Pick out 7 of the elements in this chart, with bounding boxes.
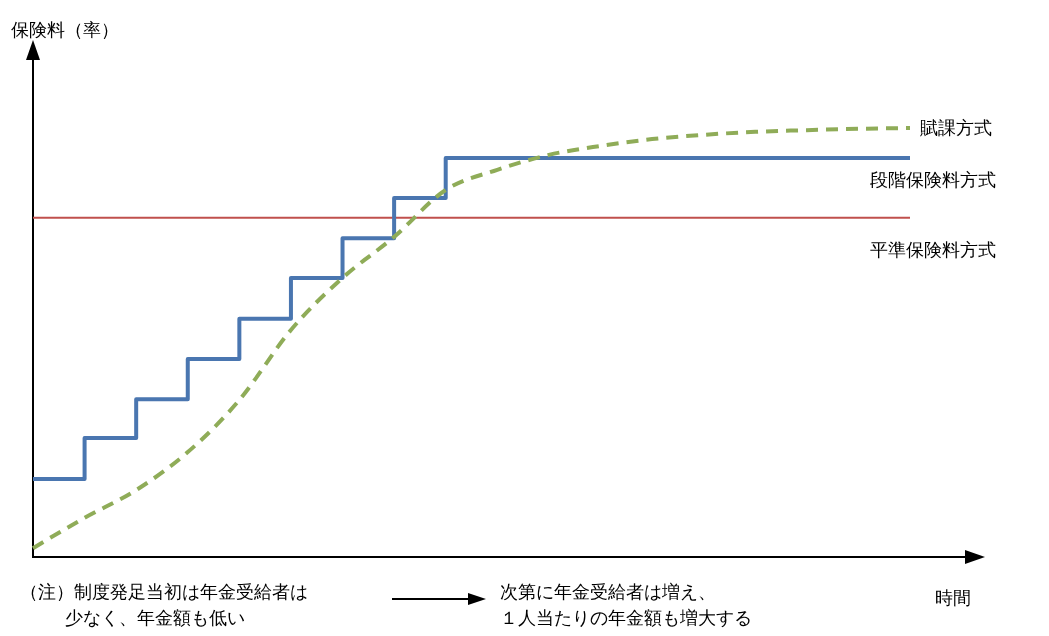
x-axis-title: 時間 [935,588,971,608]
text: （注）制度発足当初は年金受給者は少なく、年金額も低い [20,582,308,628]
series-label: 賦課方式 [920,118,992,138]
text: 次第に年金受給者は増え、１人当たりの年金額も増大する [500,582,752,628]
y-axis-title: 保険料（率） [11,20,119,40]
series-label: 平準保険料方式 [870,239,996,260]
series-label: 段階保険料方式 [870,169,996,190]
